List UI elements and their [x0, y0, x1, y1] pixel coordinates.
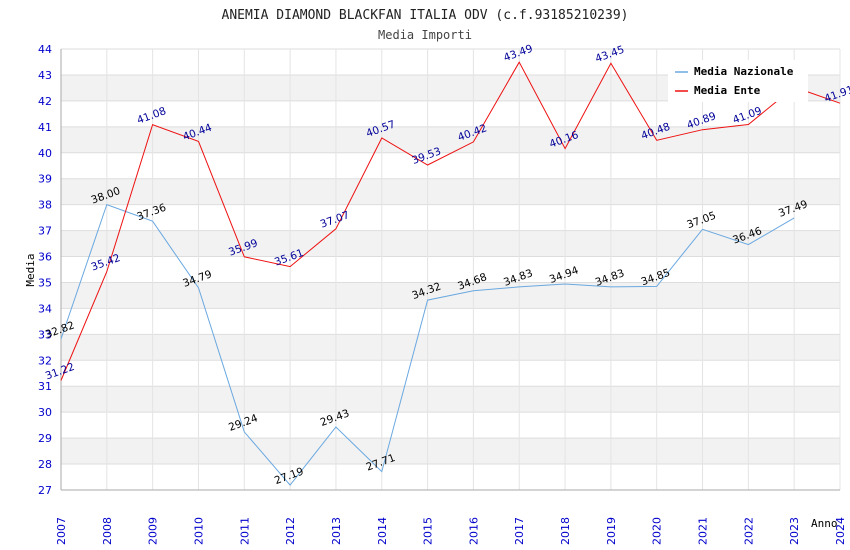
x-tick-label: 2016: [467, 517, 480, 545]
data-label-ente: 41.08: [135, 105, 167, 127]
data-label-nazionale: 37.05: [685, 210, 717, 232]
y-tick-label: 36: [38, 251, 52, 264]
y-tick-label: 39: [38, 173, 52, 186]
x-tick-labels: 2007 2008 2009 2010 2011 2012 2013 2014 2015 2016…: [55, 517, 847, 545]
y-tick-label: 38: [38, 199, 52, 212]
y-tick-label: 27: [38, 484, 52, 497]
y-tick-label: 33: [38, 328, 52, 341]
y-tick-label: 43: [38, 69, 52, 82]
x-tick-label: 2017: [513, 517, 526, 545]
y-tick-label: 28: [38, 458, 52, 471]
y-tick-label: 37: [38, 225, 52, 238]
x-tick-label: 2023: [788, 517, 801, 545]
x-tick-label: 2008: [101, 517, 114, 545]
x-tick-label: 2007: [55, 517, 68, 545]
y-tick-label: 40: [38, 147, 52, 160]
y-tick-labels: 27 28 29 30 31 32 33 34 35 36 37 38 39 40 41 42 43 44: [38, 43, 52, 497]
data-label-ente: 37.07: [319, 209, 351, 231]
y-tick-label: 34: [38, 302, 52, 315]
y-tick-label: 32: [38, 354, 52, 367]
y-tick-label: 35: [38, 276, 52, 289]
background-band: [61, 386, 840, 413]
background-band: [61, 178, 840, 205]
x-axis-label: Anno: [811, 517, 838, 530]
x-tick-label: 2009: [147, 517, 160, 545]
x-tick-label: 2010: [192, 517, 205, 545]
y-tick-label: 31: [38, 380, 52, 393]
x-tick-label: 2011: [238, 517, 251, 545]
x-tick-label: 2014: [376, 517, 389, 545]
legend-box: [668, 60, 808, 102]
y-axis-label: Media: [24, 253, 37, 286]
legend: Media Nazionale Media Ente: [668, 60, 808, 102]
legend-label-nazionale: Media Nazionale: [694, 65, 794, 78]
background-bands: [61, 74, 840, 465]
x-tick-label: 2013: [330, 517, 343, 545]
x-tick-label: 2018: [559, 517, 572, 545]
y-tick-label: 29: [38, 432, 52, 445]
legend-label-ente: Media Ente: [694, 84, 761, 97]
x-tick-label: 2019: [605, 517, 618, 545]
y-tick-label: 41: [38, 121, 52, 134]
y-tick-label: 44: [38, 43, 52, 56]
background-band: [61, 438, 840, 465]
data-label-ente: 43.45: [594, 44, 626, 66]
background-band: [61, 126, 840, 153]
x-tick-label: 2012: [284, 517, 297, 545]
x-tick-label: 2021: [697, 517, 710, 545]
data-label-ente: 43.49: [502, 43, 534, 65]
background-band: [61, 230, 840, 257]
chart-subtitle: Media Importi: [378, 28, 472, 42]
chart-title: ANEMIA DIAMOND BLACKFAN ITALIA ODV (c.f.…: [222, 8, 629, 23]
x-tick-label: 2024: [834, 517, 847, 545]
data-label-ente: 41.09: [731, 105, 763, 127]
background-band: [61, 334, 840, 361]
x-tick-label: 2020: [651, 517, 664, 545]
gridlines: [61, 48, 841, 491]
series-lines: [60, 61, 841, 486]
y-tick-label: 30: [38, 406, 52, 419]
axes: [60, 49, 840, 491]
x-tick-label: 2015: [422, 517, 435, 545]
data-labels: 32.8238.0037.3634.7929.2427.1929.4327.71…: [44, 43, 850, 487]
series-line-ente: [60, 61, 841, 381]
x-tick-label: 2022: [742, 517, 755, 545]
series-line-nazionale: [60, 203, 795, 486]
y-tick-label: 42: [38, 95, 52, 108]
